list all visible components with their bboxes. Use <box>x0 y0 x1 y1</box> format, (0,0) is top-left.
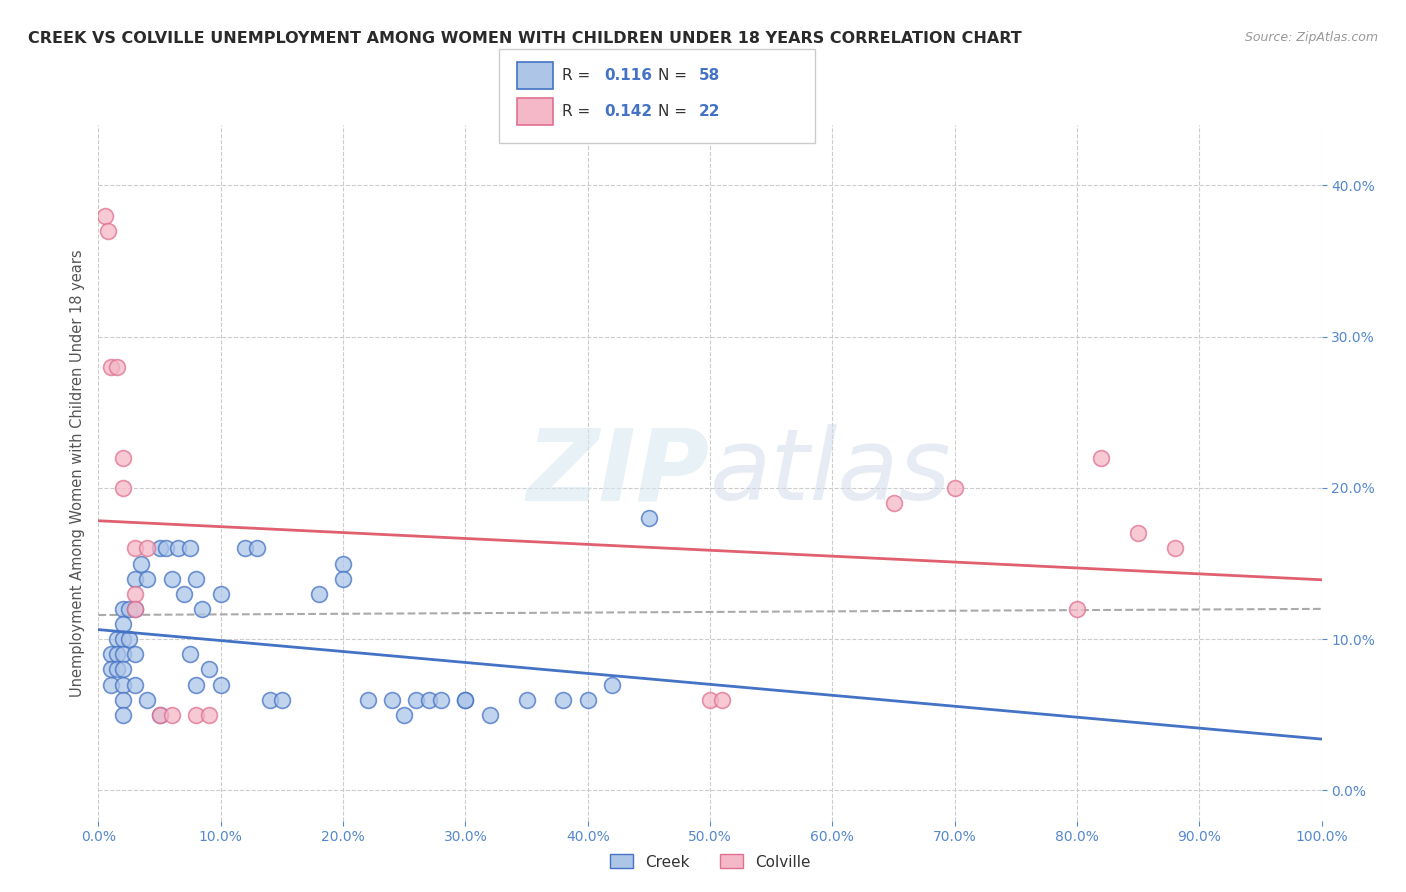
Text: CREEK VS COLVILLE UNEMPLOYMENT AMONG WOMEN WITH CHILDREN UNDER 18 YEARS CORRELAT: CREEK VS COLVILLE UNEMPLOYMENT AMONG WOM… <box>28 31 1022 46</box>
Point <box>179 541 201 556</box>
Point <box>209 587 232 601</box>
Point <box>167 541 190 556</box>
Point <box>259 692 281 706</box>
Point <box>111 450 134 465</box>
Text: N =: N = <box>658 104 692 119</box>
Point <box>149 707 172 722</box>
Point <box>392 707 416 722</box>
Point <box>186 707 208 722</box>
Point <box>454 692 477 706</box>
Point <box>405 692 427 706</box>
Point <box>111 692 134 706</box>
Point <box>136 692 159 706</box>
Point <box>1066 602 1088 616</box>
Point <box>332 572 354 586</box>
Text: 0.116: 0.116 <box>605 69 652 83</box>
Point <box>111 617 134 632</box>
Text: ZIP: ZIP <box>527 425 710 521</box>
Point <box>1090 450 1112 465</box>
Point <box>100 647 122 661</box>
Text: R =: R = <box>562 104 596 119</box>
Point <box>124 602 146 616</box>
Text: Source: ZipAtlas.com: Source: ZipAtlas.com <box>1244 31 1378 45</box>
Point <box>553 692 575 706</box>
Point <box>478 707 501 722</box>
Point <box>576 692 599 706</box>
Point <box>943 481 966 495</box>
Point <box>100 677 122 691</box>
Point <box>179 647 201 661</box>
Point <box>1164 541 1187 556</box>
Point <box>173 587 195 601</box>
Point <box>111 707 134 722</box>
Point <box>111 647 134 661</box>
Point <box>454 692 477 706</box>
Point <box>1128 526 1150 541</box>
Text: 58: 58 <box>699 69 720 83</box>
Point <box>356 692 378 706</box>
Text: 0.142: 0.142 <box>605 104 652 119</box>
Point <box>883 496 905 510</box>
Point <box>93 209 115 223</box>
Legend: Creek, Colville: Creek, Colville <box>603 848 817 876</box>
Text: N =: N = <box>658 69 692 83</box>
Point <box>515 692 537 706</box>
Point <box>111 662 134 676</box>
Point <box>155 541 177 556</box>
Point <box>160 572 183 586</box>
Point <box>118 602 141 616</box>
Point <box>100 662 122 676</box>
Point <box>160 707 183 722</box>
Point <box>191 602 214 616</box>
Point <box>105 632 128 647</box>
Point <box>332 557 354 571</box>
Point <box>699 692 721 706</box>
Point <box>124 541 146 556</box>
Point <box>111 677 134 691</box>
Point <box>105 662 128 676</box>
Point <box>97 224 120 238</box>
Point <box>270 692 294 706</box>
Point <box>118 632 141 647</box>
Point <box>111 632 134 647</box>
Point <box>100 359 122 374</box>
Text: atlas: atlas <box>710 425 952 521</box>
Point <box>105 647 128 661</box>
Point <box>637 511 661 525</box>
Y-axis label: Unemployment Among Women with Children Under 18 years: Unemployment Among Women with Children U… <box>69 249 84 697</box>
Point <box>124 647 146 661</box>
Point <box>124 587 146 601</box>
Text: R =: R = <box>562 69 596 83</box>
Point <box>149 541 172 556</box>
Point <box>711 692 734 706</box>
Point <box>197 707 219 722</box>
Point <box>246 541 269 556</box>
Point <box>233 541 256 556</box>
Point <box>111 602 134 616</box>
Point <box>136 541 159 556</box>
Point <box>124 677 146 691</box>
Point <box>105 359 128 374</box>
Point <box>124 602 146 616</box>
Point <box>186 572 208 586</box>
Point <box>430 692 453 706</box>
Point <box>418 692 440 706</box>
Point <box>136 572 159 586</box>
Point <box>381 692 404 706</box>
Point <box>209 677 232 691</box>
Point <box>308 587 330 601</box>
Text: 22: 22 <box>699 104 720 119</box>
Point <box>197 662 219 676</box>
Point <box>149 707 172 722</box>
Point <box>111 481 134 495</box>
Point <box>129 557 152 571</box>
Point <box>186 677 208 691</box>
Point <box>124 572 146 586</box>
Point <box>600 677 623 691</box>
